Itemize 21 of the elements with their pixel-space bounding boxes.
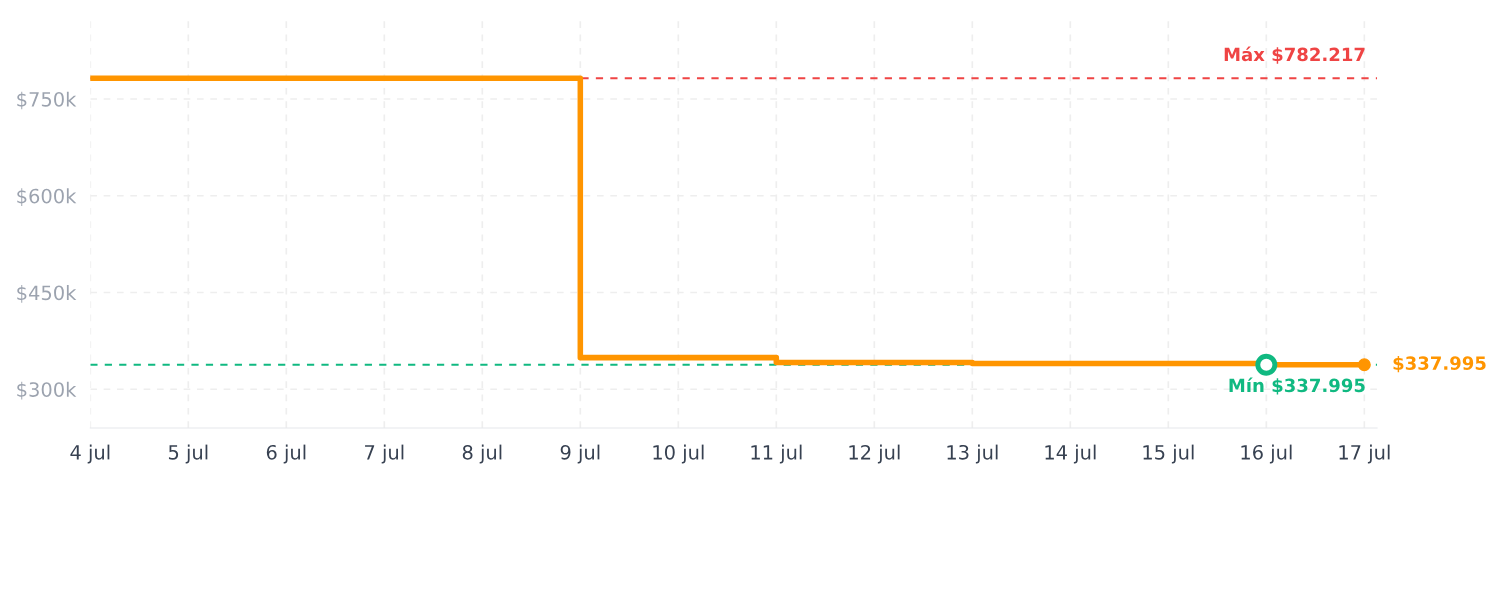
x-tick-label: 15 jul xyxy=(1143,444,1194,464)
ref-line-label: Mín $337.995 xyxy=(1229,377,1365,395)
x-tick-label: 16 jul xyxy=(1241,444,1292,464)
ref-line-label: Máx $782.217 xyxy=(1224,46,1365,64)
x-tick-label: 12 jul xyxy=(849,444,900,464)
x-tick-label: 13 jul xyxy=(947,444,998,464)
y-tick-label: $600k xyxy=(17,188,77,206)
annotation: $337.995 xyxy=(1393,356,1486,373)
y-tick-label: $750k xyxy=(17,91,77,110)
y-tick-label: $300k xyxy=(17,381,77,400)
x-tick-label: 4 jul xyxy=(70,444,110,464)
x-tick-label: 10 jul xyxy=(653,444,704,464)
x-tick-label: 17 jul xyxy=(1339,444,1390,464)
x-tick-label: 11 jul xyxy=(751,444,802,464)
x-tick-label: 7 jul xyxy=(365,444,404,464)
y-tick-label: $450k xyxy=(17,285,77,303)
x-tick-label: 9 jul xyxy=(560,444,600,464)
x-tick-label: 8 jul xyxy=(462,444,502,464)
x-tick-label: 6 jul xyxy=(266,444,306,464)
x-tick-label: 5 jul xyxy=(168,444,208,464)
x-tick-label: 14 jul xyxy=(1045,444,1096,464)
